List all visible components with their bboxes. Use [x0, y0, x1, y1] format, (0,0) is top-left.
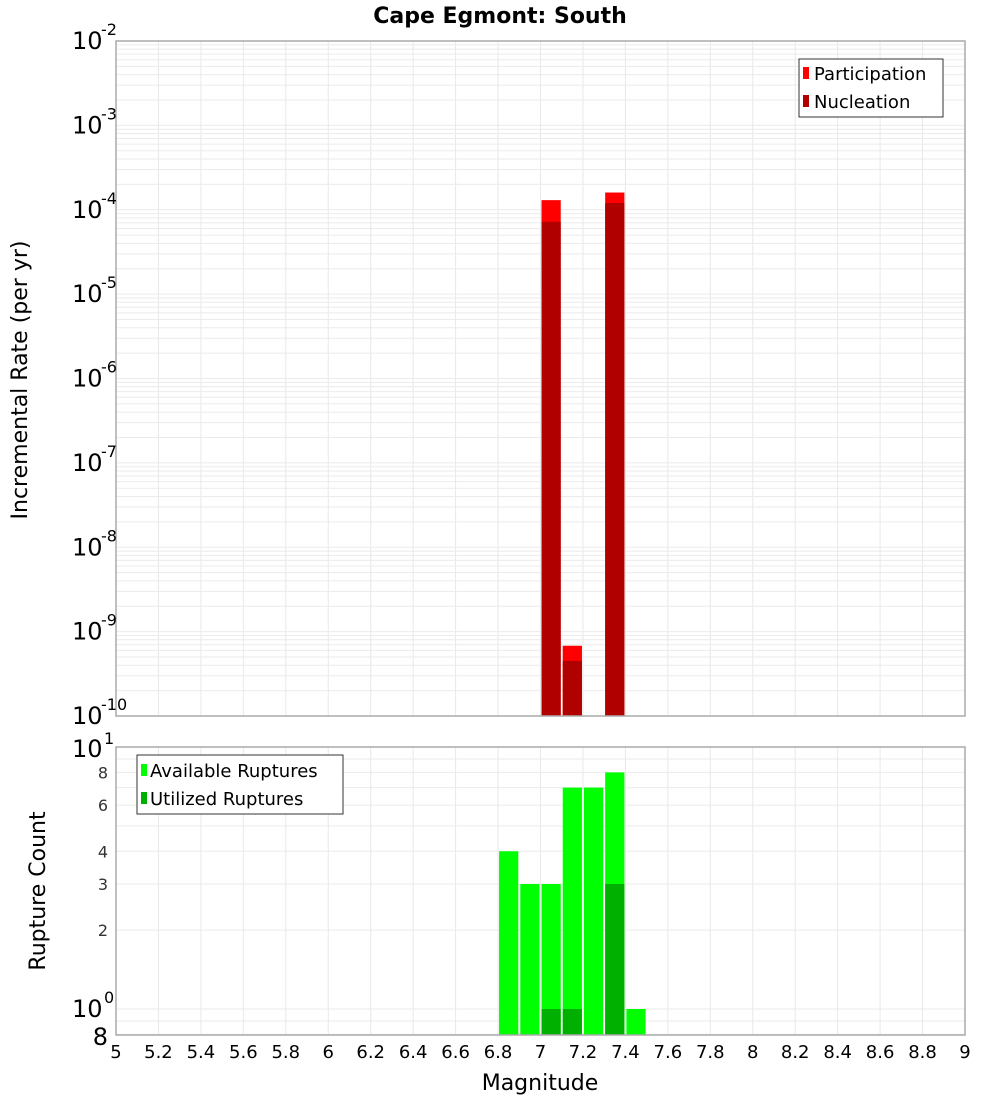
y-tick-exponent: -6 [101, 358, 117, 377]
available-bar [626, 1009, 646, 1035]
count-plot-frame [115, 746, 966, 1036]
y-tick-exponent: -5 [101, 273, 117, 292]
x-tick-label: 6.2 [356, 1042, 385, 1063]
y-tick-label: 8 [98, 763, 108, 782]
y-tick-exponent: 1 [104, 729, 114, 748]
y-tick-label: 2 [98, 921, 108, 940]
rate-legend: Participation Nucleation [798, 58, 944, 118]
utilized-swatch [141, 792, 147, 804]
x-tick-label: 7.6 [654, 1042, 683, 1063]
x-tick-label: 6.4 [399, 1042, 428, 1063]
available-bar [541, 883, 561, 1035]
x-tick-label: 8.4 [823, 1042, 852, 1063]
x-axis-label: Magnitude [482, 1071, 599, 1096]
rate-panel: 10-210-310-410-510-610-710-810-910-10 In… [8, 20, 966, 730]
y-tick-exponent: -9 [101, 611, 117, 630]
rate-plot-frame [115, 40, 966, 717]
y-tick-label: 10 [72, 449, 103, 477]
legend-utilized: Utilized Ruptures [150, 789, 303, 810]
y-tick-label: 10 [72, 365, 103, 393]
y-tick-label: 10 [72, 27, 103, 55]
x-tick-label: 5.4 [187, 1042, 216, 1063]
available-swatch [141, 764, 147, 776]
available-bar [520, 883, 540, 1035]
x-tick-label: 5 [110, 1042, 121, 1063]
x-tick-label: 6.6 [441, 1042, 470, 1063]
utilized-bar [562, 1009, 582, 1035]
magnitude-x-ticks: 5 5.2 5.4 5.6 5.8 6 6.2 6.4 6.6 6.8 7 7.2 7.4 7.6 7.8 8… [110, 1042, 970, 1063]
y-tick-label: 4 [98, 842, 108, 861]
x-tick-label: 6.8 [484, 1042, 513, 1063]
x-tick-label: 9 [959, 1042, 970, 1063]
nucleation-bar [562, 660, 582, 716]
utilized-bar [605, 883, 625, 1035]
x-tick-label: 8.8 [908, 1042, 937, 1063]
y-tick-label: 10 [72, 702, 103, 730]
y-tick-exponent: -7 [101, 442, 117, 461]
y-tick-exponent: -10 [101, 695, 127, 714]
y-tick-exponent: -4 [101, 189, 117, 208]
chart-title: Cape Egmont: South [373, 4, 627, 29]
y-tick-label: 10 [72, 196, 103, 224]
y-tick-label: 8 [93, 1023, 108, 1051]
y-tick-exponent: -8 [101, 526, 117, 545]
nucleation-swatch [803, 95, 809, 107]
nucleation-bar [541, 221, 561, 716]
participation-swatch [803, 67, 809, 79]
y-tick-label: 10 [72, 735, 103, 763]
legend-available: Available Ruptures [150, 761, 318, 782]
y-tick-label: 10 [72, 533, 103, 561]
y-tick-label: 6 [98, 796, 108, 815]
x-tick-label: 7.8 [696, 1042, 725, 1063]
y-tick-label: 10 [72, 995, 103, 1023]
x-tick-label: 7.2 [569, 1042, 598, 1063]
rate-bars [541, 192, 625, 717]
rate-grid [115, 41, 966, 717]
utilized-bar [541, 1009, 561, 1035]
y-tick-exponent: -2 [101, 20, 117, 39]
x-tick-label: 8.6 [866, 1042, 895, 1063]
x-tick-label: 8.2 [781, 1042, 810, 1063]
count-legend: Available Ruptures Utilized Ruptures [136, 754, 344, 815]
x-tick-label: 6 [323, 1042, 334, 1063]
x-tick-label: 5.6 [229, 1042, 258, 1063]
x-tick-label: 5.8 [271, 1042, 300, 1063]
available-bar [499, 851, 519, 1035]
legend-nucleation: Nucleation [814, 92, 910, 113]
x-tick-label: 7.4 [611, 1042, 640, 1063]
legend-participation: Participation [814, 64, 926, 85]
x-tick-label: 7 [535, 1042, 546, 1063]
available-bar [562, 787, 582, 1035]
y-tick-label: 10 [72, 111, 103, 139]
y-tick-exponent: 0 [104, 988, 114, 1007]
x-tick-label: 8 [747, 1042, 758, 1063]
y-tick-exponent: -3 [101, 104, 117, 123]
count-y-axis-label: Rupture Count [26, 811, 51, 971]
y-tick-label: 10 [72, 280, 103, 308]
x-tick-label: 5.2 [144, 1042, 173, 1063]
rate-y-axis-label: Incremental Rate (per yr) [8, 241, 33, 520]
nucleation-bar [605, 203, 625, 716]
count-bars [499, 772, 646, 1035]
y-tick-label: 10 [72, 618, 103, 646]
available-bar [583, 787, 604, 1035]
y-tick-label: 3 [98, 875, 108, 894]
rate-y-ticks: 10-210-310-410-510-610-710-810-910-10 [72, 20, 127, 730]
